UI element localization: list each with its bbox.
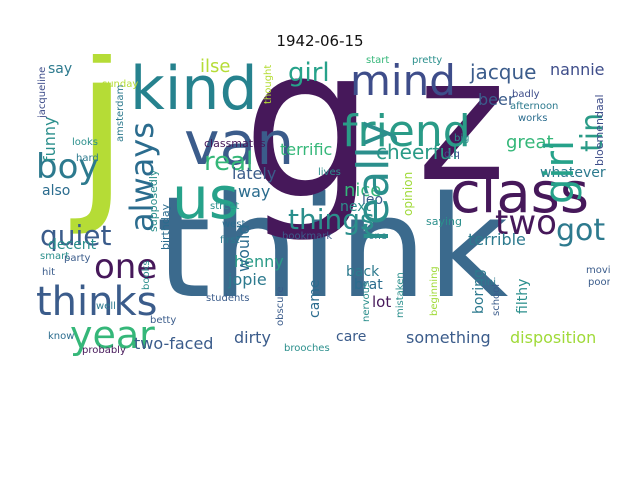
word-g: g (242, 54, 376, 246)
word-friend: friend (342, 106, 471, 157)
word-brat: brat (354, 277, 383, 293)
word-party: party (64, 253, 91, 264)
word-class: class (450, 161, 590, 226)
word-looks: looks (72, 137, 99, 148)
word-van: van (184, 109, 295, 179)
word-know: know (48, 331, 75, 342)
word-quiet: quiet (40, 219, 112, 252)
word-great: great (506, 132, 554, 153)
word-year: year (70, 313, 155, 356)
word-whatever: whatever (540, 165, 606, 181)
word-classmates: classmates (204, 137, 266, 150)
word-disposition: disposition (510, 328, 597, 347)
word-bookmark: bookmark (282, 231, 333, 242)
word-supposedly: supposedly (147, 169, 160, 232)
word-nervous: nervous (361, 281, 372, 322)
word-rini: rini (480, 277, 497, 288)
word-cheerful: cheerful (376, 140, 458, 164)
word-terrible: terrible (468, 230, 526, 249)
word-leo: leo (362, 192, 384, 208)
word-lot: lot (372, 293, 392, 311)
word-books: books (141, 260, 152, 290)
word-got: got (556, 213, 606, 248)
word-lives: lives (318, 167, 341, 178)
word-brooches: obscure (275, 286, 286, 326)
word-came: came (307, 279, 323, 318)
word-care: care (336, 329, 367, 345)
word-cloud: think g z j kind van us class friend min… (32, 54, 610, 356)
word-probably: probably (82, 345, 126, 356)
word-two: two (495, 203, 557, 243)
word-start: start (366, 55, 390, 66)
word-decent: decent (48, 237, 97, 253)
word-us: us (172, 164, 239, 232)
word-kind: kind (130, 54, 258, 124)
word-smart: smart (40, 251, 70, 262)
word-dirty: dirty (234, 328, 271, 347)
word-filthy: filthy (515, 278, 531, 314)
word-afternoon: afternoon (510, 101, 559, 112)
word-school: school (491, 283, 502, 316)
word-well: well (96, 301, 116, 312)
word-boy: boy (36, 147, 99, 187)
word-boring: boring (471, 269, 487, 314)
word-jacque: jacque (470, 60, 537, 84)
word-jacqueline: jacqueline (37, 66, 48, 118)
word-movie: movie (586, 265, 610, 276)
word-first: first (220, 235, 240, 246)
word-things: things (288, 203, 375, 236)
word-opinion: opinion (401, 171, 415, 216)
word-betty: betty (150, 315, 177, 326)
word-terrific: terrific (280, 140, 333, 159)
word-birthday: birthday (159, 203, 172, 250)
word-saying: saying (426, 215, 462, 228)
word-one: one (94, 247, 158, 287)
word-nice: nice (344, 180, 382, 201)
word-students: students (206, 293, 250, 304)
word-lately: lately (232, 164, 277, 183)
word-two-faced: two-faced (134, 334, 214, 353)
word-also: also (42, 183, 71, 199)
word-thinks: thinks (36, 279, 158, 325)
word-street: street (210, 201, 240, 212)
word-think: think (156, 167, 509, 330)
word-jopie: jopie (228, 270, 267, 289)
word-z: z (417, 54, 507, 220)
word-mistaken: mistaken (395, 272, 406, 318)
word-thought: thought (263, 64, 274, 104)
word-beer: beer (478, 90, 515, 109)
word-d-q: d.q (444, 149, 460, 160)
chart-title: 1942-06-15 (276, 32, 364, 50)
word-way: way (238, 182, 271, 201)
word-badly: badly (512, 89, 540, 100)
word-amsterdam: amsterdam (115, 84, 126, 142)
word-pretty: pretty (412, 55, 443, 66)
word-hard: hard (76, 153, 99, 164)
word-west: west (222, 219, 246, 230)
word-girl: girl (537, 139, 583, 204)
word-something: something (406, 328, 491, 347)
word-sunday: sunday (102, 79, 139, 90)
word-obscure: brooches (284, 343, 330, 354)
word-would: would (234, 224, 253, 272)
word-funny: funny (40, 116, 59, 162)
word-mind: mind (350, 56, 456, 105)
word-hit: hit (42, 267, 56, 278)
word-real: real (204, 147, 254, 177)
word-say: say (48, 61, 73, 77)
word-none: none (362, 231, 387, 242)
word-best: girl (288, 58, 330, 88)
word-bloemendaal: bloemendaal (593, 94, 606, 166)
word-really: really (348, 120, 399, 242)
word-henny: henny (234, 252, 284, 271)
word-works: works (518, 113, 548, 124)
word-ilse: ilse (200, 56, 231, 77)
word-next: next (340, 199, 372, 215)
word-beginning: beginning (429, 266, 440, 316)
word-back: back (346, 264, 380, 280)
word-big: big (454, 133, 470, 144)
word-poor: poor (588, 277, 610, 288)
word-j: j (74, 54, 130, 240)
word-nannie: nannie (550, 60, 605, 79)
